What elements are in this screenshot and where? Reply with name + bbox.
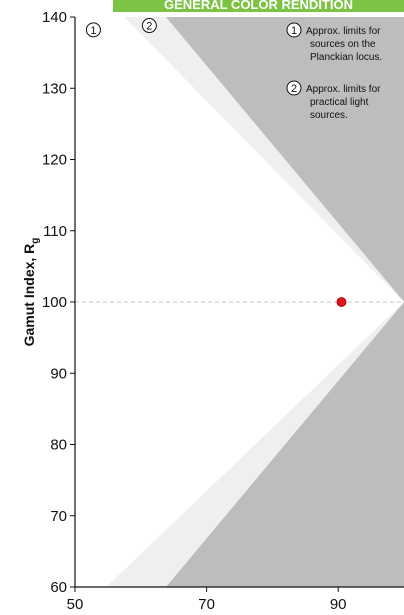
note-text-line: sources.	[310, 110, 348, 121]
note-text-line: Planckian locus.	[310, 52, 382, 63]
y-tick-label: 70	[50, 508, 67, 525]
note-text-line: practical light	[310, 97, 369, 108]
x-axis-ticks: 50 70 90	[67, 587, 347, 613]
region-marker-label: 2	[146, 21, 152, 33]
note-text-line: sources on the	[310, 39, 376, 50]
y-tick-label: 90	[50, 365, 67, 382]
region-marker-label: 1	[90, 25, 96, 37]
note-text-line: Approx. limits for	[306, 26, 381, 37]
note-marker-label: 1	[291, 25, 297, 37]
y-axis-title: Gamut Index, Rg	[21, 238, 41, 347]
y-axis-title-subscript: g	[30, 238, 41, 244]
y-tick-label: 80	[50, 437, 67, 454]
x-tick-label: 70	[198, 596, 215, 613]
note-marker-label: 2	[291, 83, 297, 95]
y-tick-label: 120	[42, 152, 67, 169]
y-tick-label: 110	[43, 223, 67, 240]
y-tick-label: 130	[42, 80, 67, 97]
y-tick-label: 60	[50, 579, 67, 596]
x-tick-label: 50	[67, 596, 84, 613]
data-point	[337, 298, 346, 307]
note-text-line: Approx. limits for	[306, 84, 381, 95]
y-tick-label: 100	[42, 294, 67, 311]
y-tick-label: 140	[42, 9, 67, 26]
data-points	[337, 298, 346, 307]
y-axis-ticks: 60 70 80 90 100 110 120 130 140	[42, 9, 75, 596]
chart-title: GENERAL COLOR RENDITION	[164, 0, 353, 12]
x-tick-label: 90	[330, 596, 347, 613]
